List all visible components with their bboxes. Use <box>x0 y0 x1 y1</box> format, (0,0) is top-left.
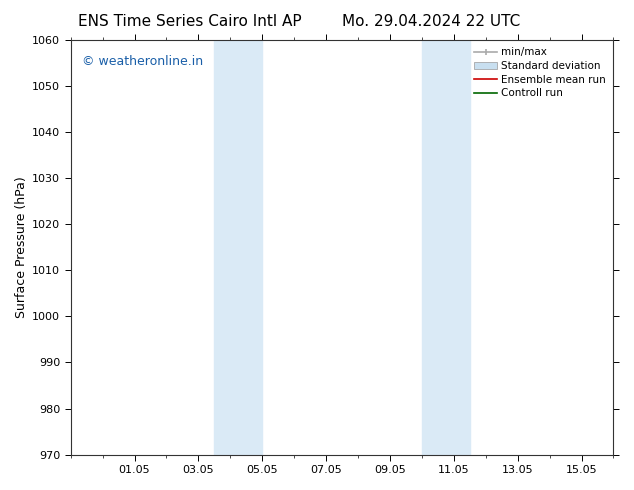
Bar <box>214 40 262 455</box>
Text: © weatheronline.in: © weatheronline.in <box>82 55 203 68</box>
Legend: min/max, Standard deviation, Ensemble mean run, Controll run: min/max, Standard deviation, Ensemble me… <box>472 46 608 100</box>
Text: ENS Time Series Cairo Intl AP: ENS Time Series Cairo Intl AP <box>79 14 302 29</box>
Bar <box>422 40 470 455</box>
Text: Mo. 29.04.2024 22 UTC: Mo. 29.04.2024 22 UTC <box>342 14 521 29</box>
Y-axis label: Surface Pressure (hPa): Surface Pressure (hPa) <box>15 176 28 318</box>
